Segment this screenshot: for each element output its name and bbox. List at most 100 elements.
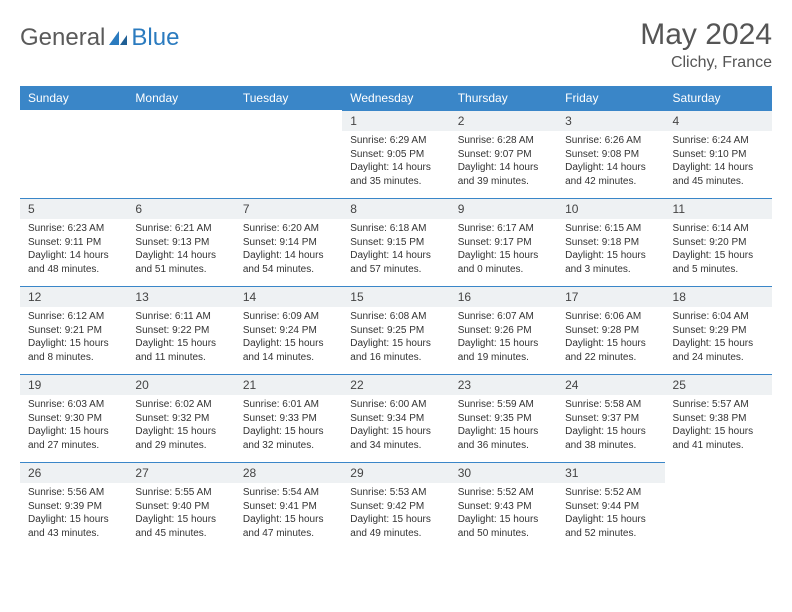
day-details: Sunrise: 6:02 AMSunset: 9:32 PMDaylight:… [127, 395, 234, 456]
day-details: Sunrise: 6:04 AMSunset: 9:29 PMDaylight:… [665, 307, 772, 368]
day-details: Sunrise: 5:52 AMSunset: 9:43 PMDaylight:… [450, 483, 557, 544]
calendar-cell: 1Sunrise: 6:29 AMSunset: 9:05 PMDaylight… [342, 110, 449, 198]
day-details: Sunrise: 5:58 AMSunset: 9:37 PMDaylight:… [557, 395, 664, 456]
calendar-row: 1Sunrise: 6:29 AMSunset: 9:05 PMDaylight… [20, 110, 772, 198]
calendar-cell: 30Sunrise: 5:52 AMSunset: 9:43 PMDayligh… [450, 462, 557, 550]
day-number: 6 [127, 198, 234, 219]
brand-text-1: General [20, 24, 105, 52]
day-details: Sunrise: 6:08 AMSunset: 9:25 PMDaylight:… [342, 307, 449, 368]
day-number: 28 [235, 462, 342, 483]
calendar-cell: 26Sunrise: 5:56 AMSunset: 9:39 PMDayligh… [20, 462, 127, 550]
weekday-header: Thursday [450, 86, 557, 110]
day-number: 5 [20, 198, 127, 219]
location-label: Clichy, France [640, 54, 772, 72]
day-number: 24 [557, 374, 664, 395]
calendar-row: 19Sunrise: 6:03 AMSunset: 9:30 PMDayligh… [20, 374, 772, 462]
calendar-row: 12Sunrise: 6:12 AMSunset: 9:21 PMDayligh… [20, 286, 772, 374]
calendar-cell: 27Sunrise: 5:55 AMSunset: 9:40 PMDayligh… [127, 462, 234, 550]
day-number: 9 [450, 198, 557, 219]
calendar-cell: 24Sunrise: 5:58 AMSunset: 9:37 PMDayligh… [557, 374, 664, 462]
day-details: Sunrise: 6:15 AMSunset: 9:18 PMDaylight:… [557, 219, 664, 280]
day-details: Sunrise: 5:53 AMSunset: 9:42 PMDaylight:… [342, 483, 449, 544]
calendar-cell: 3Sunrise: 6:26 AMSunset: 9:08 PMDaylight… [557, 110, 664, 198]
day-details: Sunrise: 5:55 AMSunset: 9:40 PMDaylight:… [127, 483, 234, 544]
weekday-header: Saturday [665, 86, 772, 110]
day-details: Sunrise: 6:24 AMSunset: 9:10 PMDaylight:… [665, 131, 772, 192]
day-details: Sunrise: 6:03 AMSunset: 9:30 PMDaylight:… [20, 395, 127, 456]
calendar-body: 1Sunrise: 6:29 AMSunset: 9:05 PMDaylight… [20, 110, 772, 550]
calendar-table: SundayMondayTuesdayWednesdayThursdayFrid… [20, 86, 772, 550]
day-details: Sunrise: 5:52 AMSunset: 9:44 PMDaylight:… [557, 483, 664, 544]
calendar-cell: 16Sunrise: 6:07 AMSunset: 9:26 PMDayligh… [450, 286, 557, 374]
weekday-header: Friday [557, 86, 664, 110]
day-number: 1 [342, 110, 449, 131]
calendar-cell: 12Sunrise: 6:12 AMSunset: 9:21 PMDayligh… [20, 286, 127, 374]
weekday-header: Wednesday [342, 86, 449, 110]
day-number: 29 [342, 462, 449, 483]
day-number: 18 [665, 286, 772, 307]
weekday-header: Monday [127, 86, 234, 110]
day-details: Sunrise: 6:17 AMSunset: 9:17 PMDaylight:… [450, 219, 557, 280]
day-number: 10 [557, 198, 664, 219]
calendar-cell: 4Sunrise: 6:24 AMSunset: 9:10 PMDaylight… [665, 110, 772, 198]
weekday-header: Sunday [20, 86, 127, 110]
day-number: 19 [20, 374, 127, 395]
title-block: May 2024 Clichy, France [640, 18, 772, 72]
day-details: Sunrise: 6:21 AMSunset: 9:13 PMDaylight:… [127, 219, 234, 280]
day-number: 13 [127, 286, 234, 307]
day-number: 17 [557, 286, 664, 307]
day-number: 25 [665, 374, 772, 395]
day-details: Sunrise: 6:20 AMSunset: 9:14 PMDaylight:… [235, 219, 342, 280]
calendar-cell [127, 110, 234, 198]
day-details: Sunrise: 6:09 AMSunset: 9:24 PMDaylight:… [235, 307, 342, 368]
calendar-cell: 15Sunrise: 6:08 AMSunset: 9:25 PMDayligh… [342, 286, 449, 374]
day-details: Sunrise: 6:26 AMSunset: 9:08 PMDaylight:… [557, 131, 664, 192]
day-details: Sunrise: 6:01 AMSunset: 9:33 PMDaylight:… [235, 395, 342, 456]
sail-icon [107, 29, 129, 47]
calendar-cell: 19Sunrise: 6:03 AMSunset: 9:30 PMDayligh… [20, 374, 127, 462]
day-details: Sunrise: 5:57 AMSunset: 9:38 PMDaylight:… [665, 395, 772, 456]
day-number: 8 [342, 198, 449, 219]
day-details: Sunrise: 5:54 AMSunset: 9:41 PMDaylight:… [235, 483, 342, 544]
day-details: Sunrise: 6:11 AMSunset: 9:22 PMDaylight:… [127, 307, 234, 368]
day-details: Sunrise: 5:56 AMSunset: 9:39 PMDaylight:… [20, 483, 127, 544]
day-number: 7 [235, 198, 342, 219]
calendar-cell: 11Sunrise: 6:14 AMSunset: 9:20 PMDayligh… [665, 198, 772, 286]
calendar-cell: 8Sunrise: 6:18 AMSunset: 9:15 PMDaylight… [342, 198, 449, 286]
weekday-header: Tuesday [235, 86, 342, 110]
calendar-cell: 9Sunrise: 6:17 AMSunset: 9:17 PMDaylight… [450, 198, 557, 286]
day-number: 21 [235, 374, 342, 395]
brand-logo: General Blue [20, 18, 179, 52]
day-details: Sunrise: 6:14 AMSunset: 9:20 PMDaylight:… [665, 219, 772, 280]
calendar-head: SundayMondayTuesdayWednesdayThursdayFrid… [20, 86, 772, 110]
day-number: 11 [665, 198, 772, 219]
calendar-cell: 18Sunrise: 6:04 AMSunset: 9:29 PMDayligh… [665, 286, 772, 374]
day-number: 31 [557, 462, 664, 483]
brand-text-2: Blue [131, 24, 179, 52]
day-number: 14 [235, 286, 342, 307]
day-details: Sunrise: 6:06 AMSunset: 9:28 PMDaylight:… [557, 307, 664, 368]
calendar-cell: 17Sunrise: 6:06 AMSunset: 9:28 PMDayligh… [557, 286, 664, 374]
day-details: Sunrise: 6:29 AMSunset: 9:05 PMDaylight:… [342, 131, 449, 192]
day-number: 20 [127, 374, 234, 395]
calendar-cell: 14Sunrise: 6:09 AMSunset: 9:24 PMDayligh… [235, 286, 342, 374]
calendar-cell: 13Sunrise: 6:11 AMSunset: 9:22 PMDayligh… [127, 286, 234, 374]
calendar-cell: 22Sunrise: 6:00 AMSunset: 9:34 PMDayligh… [342, 374, 449, 462]
calendar-cell: 28Sunrise: 5:54 AMSunset: 9:41 PMDayligh… [235, 462, 342, 550]
day-details: Sunrise: 6:28 AMSunset: 9:07 PMDaylight:… [450, 131, 557, 192]
month-title: May 2024 [640, 18, 772, 52]
calendar-cell: 25Sunrise: 5:57 AMSunset: 9:38 PMDayligh… [665, 374, 772, 462]
day-number: 30 [450, 462, 557, 483]
day-number: 4 [665, 110, 772, 131]
calendar-cell: 5Sunrise: 6:23 AMSunset: 9:11 PMDaylight… [20, 198, 127, 286]
day-number: 27 [127, 462, 234, 483]
calendar-cell: 31Sunrise: 5:52 AMSunset: 9:44 PMDayligh… [557, 462, 664, 550]
calendar-cell: 23Sunrise: 5:59 AMSunset: 9:35 PMDayligh… [450, 374, 557, 462]
day-number: 26 [20, 462, 127, 483]
day-details: Sunrise: 5:59 AMSunset: 9:35 PMDaylight:… [450, 395, 557, 456]
day-number: 15 [342, 286, 449, 307]
day-number: 23 [450, 374, 557, 395]
day-details: Sunrise: 6:23 AMSunset: 9:11 PMDaylight:… [20, 219, 127, 280]
day-number: 12 [20, 286, 127, 307]
day-number: 2 [450, 110, 557, 131]
